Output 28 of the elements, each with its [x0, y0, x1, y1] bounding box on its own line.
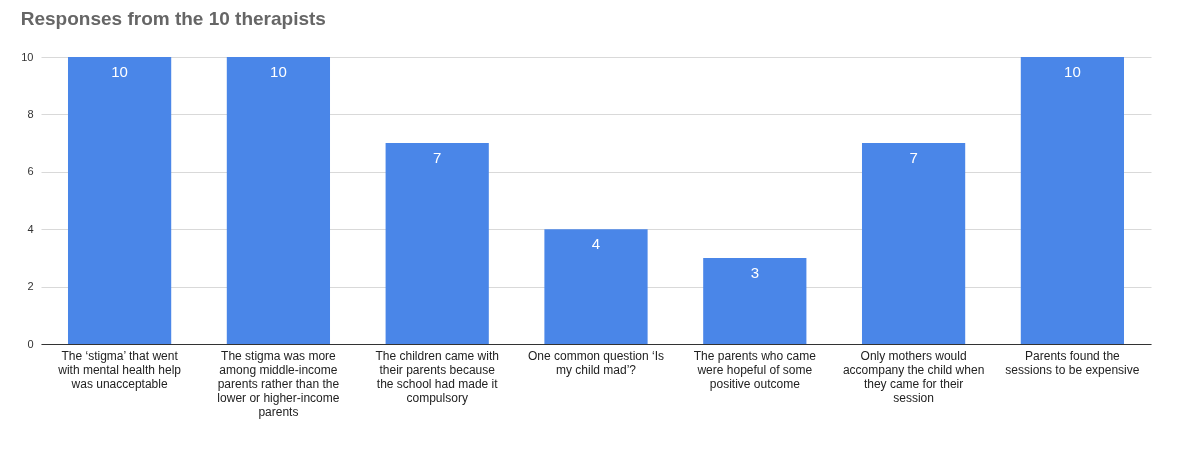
data-label: 7 [909, 149, 918, 167]
y-tick-label: 4 [27, 222, 34, 235]
x-tick-label: The stigma was more among middle-income parents rather than the lower or higher-income parents [217, 348, 340, 419]
data-label: 4 [591, 235, 601, 253]
x-tick-label: The ‘stigma’ that went with mental health help was unacceptable [57, 348, 182, 391]
y-tick-label: 2 [27, 280, 34, 293]
bar [385, 143, 489, 344]
x-tick-label: Parents found the sessions to be expensive [1005, 348, 1140, 377]
x-tick-label: The children came with their parents because the school had made it compulsory [375, 348, 499, 405]
bar [861, 143, 966, 344]
bar [226, 57, 331, 344]
y-tick-label: 0 [27, 337, 34, 350]
y-tick-label: 6 [27, 165, 34, 178]
bar [703, 257, 807, 344]
data-label: 10 [1064, 63, 1081, 80]
bar [1020, 57, 1124, 344]
data-label: 10 [270, 63, 287, 80]
x-tick-label: One common question ‘Is my child mad’? [527, 348, 665, 377]
y-tick-label: 10 [21, 50, 34, 63]
data-label: 7 [433, 149, 442, 167]
data-label: 10 [111, 63, 128, 80]
chart-title: Responses from the 10 therapists [20, 8, 326, 29]
data-label: 3 [750, 263, 759, 281]
bar [68, 57, 172, 344]
y-tick-label: 8 [27, 107, 34, 120]
x-tick-label: The parents who came were hopeful of some positive outcome [693, 348, 817, 391]
x-tick-label: Only mothers would accompany the child when they came for their session [842, 348, 985, 405]
bar [544, 229, 648, 344]
